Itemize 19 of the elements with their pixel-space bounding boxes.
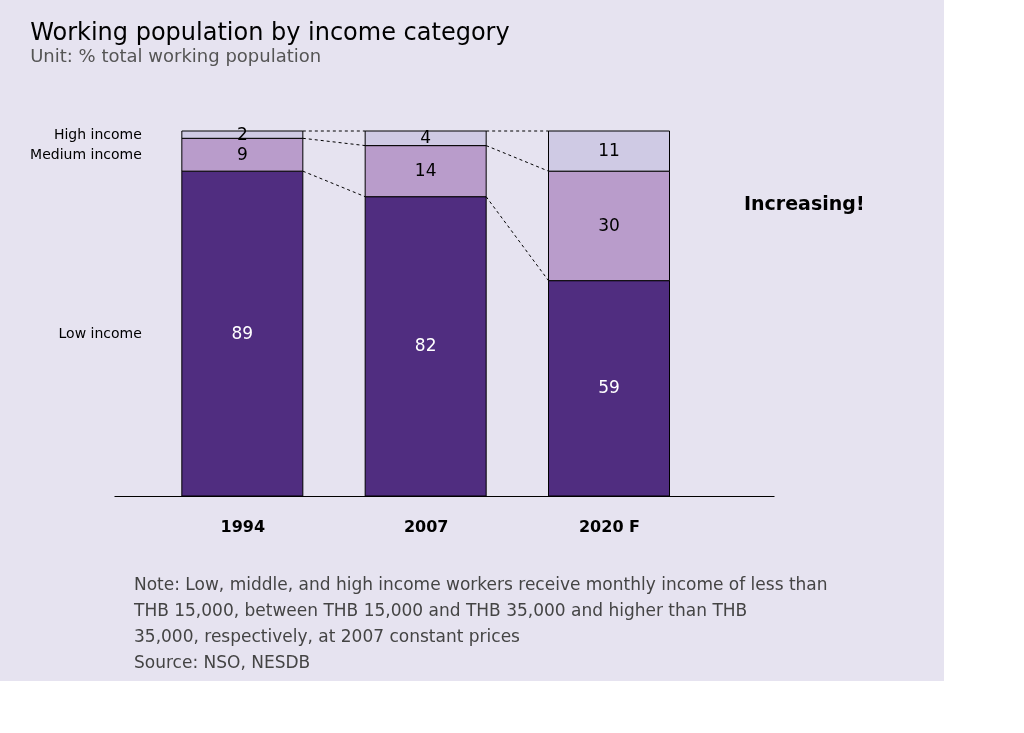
chart-subtitle: Unit: % total working population: [30, 44, 322, 66]
data-label: 9: [236, 143, 248, 164]
data-label: 4: [420, 127, 432, 148]
x-tick-label: 1994: [220, 516, 266, 536]
data-label: 11: [598, 140, 620, 161]
data-label: 82: [414, 335, 437, 356]
data-label: 59: [598, 377, 620, 398]
data-label: 14: [414, 160, 437, 181]
text: Medium income: [30, 145, 142, 162]
annotation: Increasing!: [744, 192, 865, 214]
chart-title: Working population by income category: [30, 17, 510, 46]
data-label: 89: [231, 322, 254, 343]
x-tick-label: 2007: [403, 516, 449, 536]
text: Note: Low, middle, and high income workers receive monthly income of less than THB 15,000, between THB 15,000 and THB 35,000 and higher than THB 35,000, respectively, at 2007 constant prices: [133, 574, 828, 646]
x-tick-label: 2020 F: [578, 516, 641, 536]
data-label: 30: [598, 214, 620, 235]
source-note: Source: NSO, NESDB: [134, 652, 311, 672]
text: Low income: [58, 324, 142, 341]
text: High income: [53, 125, 142, 142]
